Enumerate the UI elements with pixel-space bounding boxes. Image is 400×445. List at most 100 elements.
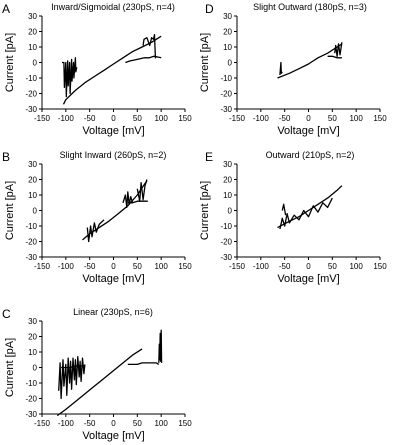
x-tick-label: -100 [58,114,75,123]
y-tick-label: 20 [28,333,37,342]
y-axis-label: Current [pA] [199,181,211,240]
panel-b: B Slight Inward (260pS, n=2)3020100-10-20… [2,150,192,285]
y-tick-label: -20 [220,238,232,247]
x-tick-label: -150 [34,419,51,428]
x-tick-label: 50 [133,114,142,123]
y-tick-label: -30 [220,105,232,114]
y-tick-label: 30 [28,12,37,21]
panel-a: A Inward/Sigmoidal (230pS, n=4)3020100-10… [2,2,192,137]
y-tick-label: 0 [228,59,233,68]
x-tick-label: 50 [133,419,142,428]
x-tick-label: 100 [154,262,168,271]
y-tick-label: 20 [28,28,37,37]
x-tick-label: -150 [229,114,246,123]
current-trace [62,57,78,98]
y-tick-label: 10 [28,43,37,52]
y-tick-label: 30 [223,12,232,21]
x-axis-label: Voltage [mV] [277,273,339,285]
x-tick-label: 150 [178,262,192,271]
x-axis-label: Voltage [mV] [82,125,144,137]
x-tick-label: -50 [84,262,96,271]
x-tick-label: 150 [178,114,192,123]
y-tick-label: 30 [28,160,37,169]
y-axis-label: Current [pA] [4,181,16,240]
current-trace [56,348,143,417]
chart-title: Linear (230pS, n=6) [73,307,153,317]
y-axis-label: Current [pA] [4,338,16,397]
y-tick-label: 0 [33,364,38,373]
y-tick-label: -10 [25,74,37,83]
x-tick-label: 100 [154,114,168,123]
panel-c: C Linear (230pS, n=6)3020100-10-20-30-150… [2,307,192,442]
chart-title: Inward/Sigmoidal (230pS, n=4) [51,2,175,12]
panel-letter: E [205,150,213,164]
x-tick-label: 150 [373,114,387,123]
x-tick-label: -50 [279,114,291,123]
y-tick-label: 10 [223,191,232,200]
x-tick-label: 100 [154,419,168,428]
chart-title: Slight Outward (180pS, n=3) [253,2,367,12]
current-trace [136,179,148,202]
y-tick-label: 10 [28,348,37,357]
y-tick-label: 20 [223,28,232,37]
x-axis-label: Voltage [mV] [82,430,144,442]
y-tick-label: -20 [25,395,37,404]
y-tick-label: -20 [25,238,37,247]
y-tick-label: -30 [220,253,232,262]
panel-letter: C [2,307,11,321]
x-tick-label: 150 [178,419,192,428]
x-tick-label: -50 [84,419,96,428]
y-tick-label: -10 [220,74,232,83]
y-tick-label: 10 [28,191,37,200]
y-tick-label: -10 [220,222,232,231]
x-tick-label: -150 [34,262,51,271]
x-tick-label: 0 [306,262,311,271]
x-tick-label: -100 [253,114,270,123]
y-tick-label: -30 [25,105,37,114]
x-tick-label: 50 [133,262,142,271]
x-tick-label: 100 [349,114,363,123]
y-tick-label: 30 [28,317,37,326]
y-tick-label: 30 [223,160,232,169]
current-trace [125,55,162,64]
x-tick-label: -50 [84,114,96,123]
panel-e: E Outward (210pS, n=2)3020100-10-20-30-15… [199,150,387,285]
current-trace [62,35,162,105]
x-tick-label: 0 [111,262,116,271]
y-tick-label: 0 [33,59,38,68]
x-tick-label: -100 [58,262,75,271]
x-tick-label: 0 [111,419,116,428]
panel-letter: A [2,2,10,16]
current-trace [58,355,86,400]
y-tick-label: 20 [223,176,232,185]
y-tick-label: -20 [25,90,37,99]
x-tick-label: -100 [58,419,75,428]
x-tick-label: 150 [373,262,387,271]
x-tick-label: 50 [328,262,337,271]
y-tick-label: -10 [25,222,37,231]
current-trace [127,362,160,366]
x-tick-label: -50 [279,262,291,271]
panel-letter: D [205,2,214,16]
x-tick-label: -150 [34,114,51,123]
y-axis-label: Current [pA] [4,33,16,92]
x-axis-label: Voltage [mV] [82,273,144,285]
current-trace [281,203,287,216]
x-axis-label: Voltage [mV] [277,125,339,137]
current-trace [122,191,134,209]
y-tick-label: -10 [25,379,37,388]
panel-letter: B [2,150,10,164]
current-trace [327,55,342,59]
y-tick-label: 0 [228,207,233,216]
x-tick-label: 0 [306,114,311,123]
current-trace [86,219,105,243]
panel-d: D Slight Outward (180pS, n=3) 30 20 100 -10 -2… [199,2,387,137]
y-tick-label: -20 [220,90,232,99]
current-trace [158,329,163,363]
y-tick-label: 20 [28,176,37,185]
current-trace [142,33,157,59]
current-trace [334,42,343,57]
chart-title: Slight Inward (260pS, n=2) [60,150,167,160]
current-trace [279,61,283,75]
